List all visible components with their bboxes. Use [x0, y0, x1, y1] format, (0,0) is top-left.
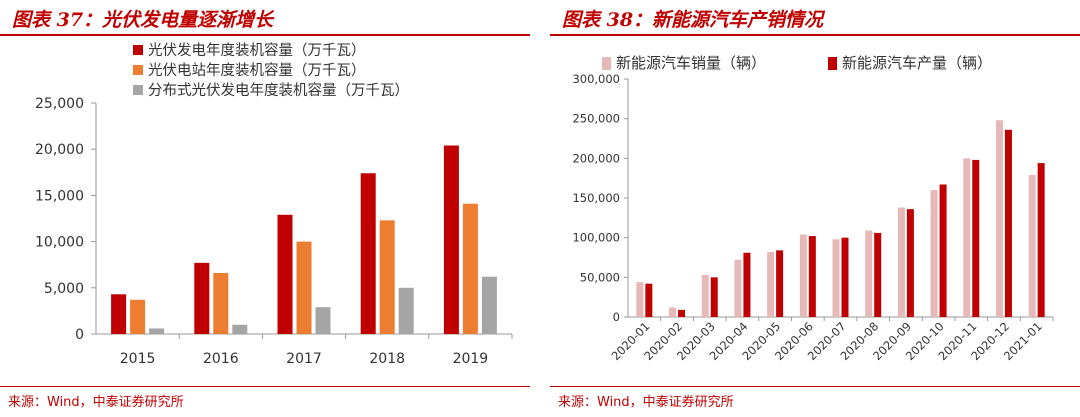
- y-tick-label: 100,000: [572, 231, 620, 245]
- bar: [462, 203, 478, 334]
- x-tick-label: 2019: [453, 351, 489, 367]
- bar: [808, 236, 816, 317]
- bar: [315, 307, 331, 334]
- left-title-rule: [0, 34, 530, 36]
- bar: [213, 273, 229, 334]
- bar: [710, 277, 718, 317]
- bar: [111, 294, 127, 334]
- legend-label: 光伏发电年度装机容量（万千瓦）: [148, 42, 366, 59]
- right-title-bar: 图表 38：新能源汽车产销情况: [550, 0, 1080, 36]
- y-tick-label: 0: [75, 327, 84, 343]
- right-chart-svg: 新能源汽车销量（辆） 新能源汽车产量（辆） 0 50,000 100,000 150,00…: [572, 54, 1054, 363]
- legend-swatch: [133, 45, 143, 55]
- bar: [897, 207, 905, 317]
- left-title-bar: 图表 37：光伏发电量逐渐增长: [0, 0, 530, 36]
- y-tick-label: 20,000: [35, 142, 84, 158]
- left-chart-title: 图表 37：光伏发电量逐渐增长: [12, 9, 274, 31]
- bar: [194, 262, 210, 334]
- y-tick-label: 300,000: [572, 72, 620, 86]
- bar: [398, 287, 414, 334]
- right-chart-panel: 图表 38：新能源汽车产销情况 新能源汽车销量（辆） 新能源汽车产量（辆） 0 50,…: [550, 0, 1080, 417]
- y-tick-label: 15,000: [35, 188, 84, 204]
- bar: [963, 158, 971, 317]
- bar: [776, 250, 784, 317]
- bar: [701, 274, 709, 317]
- y-tick-label: 250,000: [572, 112, 620, 126]
- bar: [481, 276, 497, 334]
- legend-swatch: [133, 65, 143, 75]
- left-chart-svg: 光伏发电年度装机容量（万千瓦） 光伏电站年度装机容量（万千瓦） 分布式光伏发电年度装…: [35, 42, 513, 367]
- y-tick-label: 0: [613, 310, 620, 324]
- bar: [874, 232, 882, 317]
- y-tick-label: 150,000: [572, 191, 620, 205]
- y-tick-label: 10,000: [35, 235, 84, 251]
- bar: [360, 173, 376, 334]
- right-chart-title: 图表 38：新能源汽车产销情况: [562, 9, 824, 31]
- bar: [841, 237, 849, 317]
- bar: [767, 251, 775, 317]
- bar: [1004, 129, 1012, 317]
- y-tick-label: 25,000: [35, 96, 84, 112]
- right-title-rule: [550, 34, 1080, 36]
- legend-label: 光伏电站年度装机容量（万千瓦）: [148, 62, 366, 79]
- y-tick-label: 5,000: [44, 281, 84, 297]
- bar: [296, 241, 312, 334]
- bar: [734, 259, 742, 317]
- bar: [799, 234, 807, 317]
- bar: [232, 324, 248, 334]
- bar: [1028, 174, 1036, 317]
- left-source-note: 来源：Wind，中泰证券研究所: [8, 395, 184, 410]
- bar: [277, 214, 293, 334]
- left-source-rule: [0, 386, 530, 387]
- bar: [1037, 163, 1045, 317]
- legend-swatch: [602, 57, 611, 70]
- legend-label: 分布式光伏发电年度装机容量（万千瓦）: [148, 82, 409, 99]
- x-tick-label: 2016: [203, 351, 239, 367]
- bar: [906, 209, 914, 317]
- bar: [645, 283, 653, 317]
- bar: [939, 184, 947, 317]
- y-tick-label: 50,000: [580, 270, 620, 284]
- bar: [149, 328, 165, 334]
- bar: [678, 309, 686, 317]
- x-tick-label: 2017: [286, 351, 322, 367]
- bar: [130, 299, 146, 334]
- bar: [972, 159, 980, 317]
- x-tick-label: 2018: [369, 351, 405, 367]
- bar: [930, 190, 938, 317]
- bar: [865, 230, 873, 317]
- right-source-note: 来源：Wind，中泰证券研究所: [558, 395, 734, 410]
- bar: [669, 307, 677, 317]
- bar: [832, 239, 840, 317]
- x-tick-label: 2015: [120, 351, 156, 367]
- bar: [743, 252, 751, 317]
- legend-swatch: [133, 85, 143, 95]
- bar: [379, 220, 395, 334]
- right-source-rule: [550, 386, 1080, 387]
- left-chart-panel: 图表 37：光伏发电量逐渐增长 光伏发电年度装机容量（万千瓦） 光伏电站年度装机容…: [0, 0, 530, 417]
- legend-label: 新能源汽车销量（辆）: [616, 54, 766, 72]
- y-tick-label: 200,000: [572, 151, 620, 165]
- bar: [995, 120, 1003, 318]
- bar: [443, 145, 459, 334]
- legend-label: 新能源汽车产量（辆）: [842, 54, 992, 72]
- legend-swatch: [828, 57, 837, 70]
- bar: [636, 282, 644, 317]
